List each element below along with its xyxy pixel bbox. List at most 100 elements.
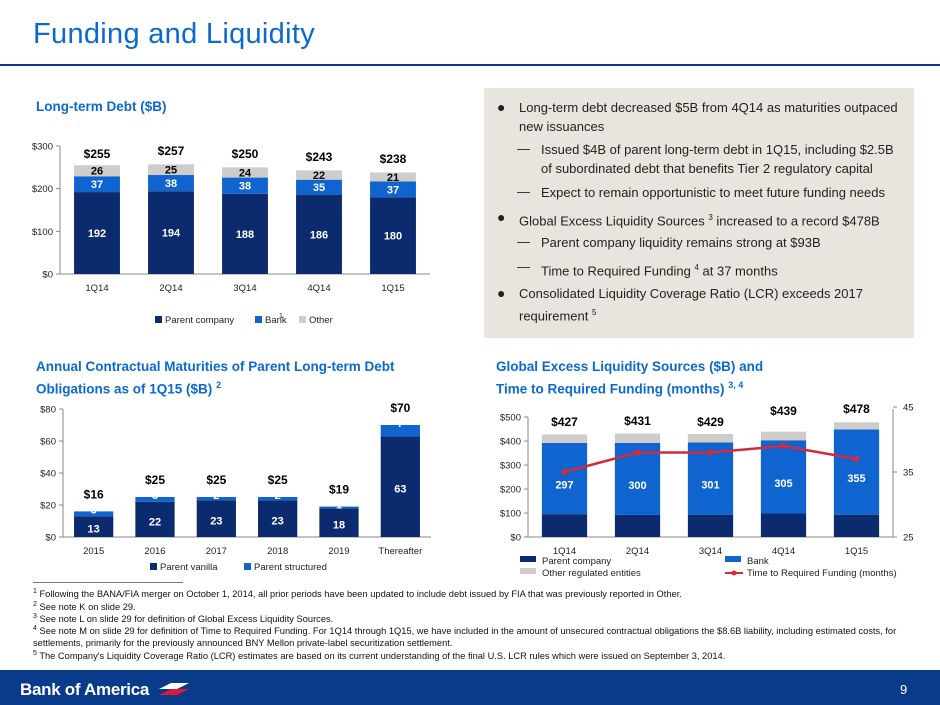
data-label: 192 xyxy=(88,228,106,240)
bar-segment xyxy=(380,425,420,437)
highlights-panel xyxy=(484,88,914,338)
bar-segment xyxy=(196,497,236,501)
bar-segment xyxy=(614,514,661,537)
y-tick-label: $100 xyxy=(500,509,521,520)
x-tick-label: 3Q14 xyxy=(699,546,722,557)
y2-tick-label: 25 xyxy=(903,533,914,544)
legend-swatch xyxy=(244,563,251,570)
dash-icon: — xyxy=(517,234,530,249)
sub-bullet-opportunistic: — Expect to remain opportunistic to meet… xyxy=(517,184,885,200)
legend-swatch xyxy=(299,316,306,323)
bar-segment xyxy=(319,508,359,537)
legend-label: Parent company xyxy=(165,315,234,326)
bank-logo: Bank of America xyxy=(20,680,191,700)
y-tick-label: $300 xyxy=(32,142,53,153)
footnote-3: 3 See note L on slide 29 for definition … xyxy=(33,613,334,625)
bar-segment xyxy=(135,501,175,537)
y-tick-label: $0 xyxy=(45,533,56,544)
bar-segment xyxy=(74,176,120,193)
total-label: $431 xyxy=(624,414,651,428)
liquidity-title-line-2: Time to Required Funding (months) xyxy=(496,381,725,397)
dash-icon: — xyxy=(517,259,530,274)
total-label: $478 xyxy=(843,402,870,416)
data-label: 1 xyxy=(336,500,342,512)
x-tick-label: 4Q14 xyxy=(307,283,330,294)
data-label: 35 xyxy=(313,182,325,194)
bar-segment xyxy=(541,442,588,515)
x-tick-label: 2017 xyxy=(206,546,227,557)
liquidity-chart: $0 $100 $200 $300 $400 $500 1Q14 297 $427 2Q14 300… xyxy=(500,402,914,579)
bar-segment xyxy=(74,165,120,177)
y-tick-label: $60 xyxy=(40,437,56,448)
bar-segment xyxy=(148,164,194,176)
data-label: 305 xyxy=(774,478,792,490)
bar-segment xyxy=(222,177,268,194)
dash-icon: — xyxy=(517,141,530,156)
footnote-1: 1 Following the BANA/FIA merger on Octob… xyxy=(33,588,682,600)
data-label: 3 xyxy=(91,504,97,516)
bar-segment xyxy=(135,497,175,502)
bar-segment xyxy=(319,506,359,509)
bar-segment xyxy=(74,516,114,537)
liquidity-chart-title: Global Excess Liquidity Sources ($B) and… xyxy=(496,358,763,399)
total-label: $250 xyxy=(232,147,259,161)
total-label: $25 xyxy=(145,473,165,487)
data-label: 23 xyxy=(210,516,222,528)
bar-segment xyxy=(196,500,236,537)
data-label: 37 xyxy=(387,184,399,196)
y-tick-label: $20 xyxy=(40,501,56,512)
data-label: 38 xyxy=(165,178,177,190)
bar-segment xyxy=(687,514,734,537)
ltd-chart-title: Long-term Debt ($B) xyxy=(36,99,167,114)
data-label: 25 xyxy=(165,165,177,177)
legend-swatch xyxy=(520,568,536,574)
data-label: 21 xyxy=(387,172,399,184)
bar-segment xyxy=(258,497,298,501)
x-tick-label: 2Q14 xyxy=(626,546,649,557)
page-title: Funding and Liquidity xyxy=(33,18,315,50)
bar-segment xyxy=(258,500,298,537)
total-label: $439 xyxy=(770,404,797,418)
bullet-lcr: ● Consolidated Liquidity Coverage Ratio … xyxy=(497,285,863,324)
bar-segment xyxy=(541,514,588,537)
maturities-title-sup: 2 xyxy=(216,380,222,390)
title-rule xyxy=(0,64,940,66)
maturities-chart-title: Annual Contractual Maturities of Parent … xyxy=(36,358,395,399)
x-tick-label: 2018 xyxy=(267,546,288,557)
maturities-title-line-1: Annual Contractual Maturities of Parent … xyxy=(36,359,395,374)
legend-label: Bank xyxy=(265,315,287,326)
footnote-5: 5 The Company's Liquidity Coverage Ratio… xyxy=(33,650,726,662)
dash-icon: — xyxy=(517,184,530,199)
bar-segment xyxy=(380,436,420,537)
y2-tick-label: 45 xyxy=(903,403,914,414)
x-tick-label: 2015 xyxy=(83,546,104,557)
legend-swatch xyxy=(150,563,157,570)
y-tick-label: $300 xyxy=(500,461,521,472)
x-tick-label: 1Q14 xyxy=(553,546,576,557)
x-tick-label: 3Q14 xyxy=(233,283,256,294)
bar-segment xyxy=(296,170,342,180)
bar-segment xyxy=(370,172,416,182)
footnote-2: 2 See note K on slide 29. xyxy=(33,601,136,613)
footnote-4: 4 See note M on slide 29 for definition … xyxy=(33,625,897,649)
y-tick-label: $0 xyxy=(42,270,53,281)
bar-segment xyxy=(687,434,734,443)
y-tick-label: $40 xyxy=(40,469,56,480)
bar-segment xyxy=(833,422,880,430)
bar-segment xyxy=(760,431,807,441)
data-label: 188 xyxy=(236,229,254,241)
data-label: 180 xyxy=(384,231,402,243)
ttrf-point xyxy=(853,456,860,462)
data-label: 186 xyxy=(310,229,328,241)
data-label: 23 xyxy=(272,516,284,528)
x-tick-label: 2016 xyxy=(144,546,165,557)
legend-label: Other xyxy=(309,315,333,326)
footer-bar xyxy=(0,670,940,705)
bullet-dot-icon: ● xyxy=(497,99,506,115)
data-label: 355 xyxy=(847,473,865,485)
y-tick-label: $200 xyxy=(32,184,53,195)
liquidity-title-sup: 3, 4 xyxy=(728,380,744,390)
data-label: 22 xyxy=(149,516,161,528)
footnote-rule xyxy=(33,582,183,583)
data-label: 37 xyxy=(91,179,103,191)
